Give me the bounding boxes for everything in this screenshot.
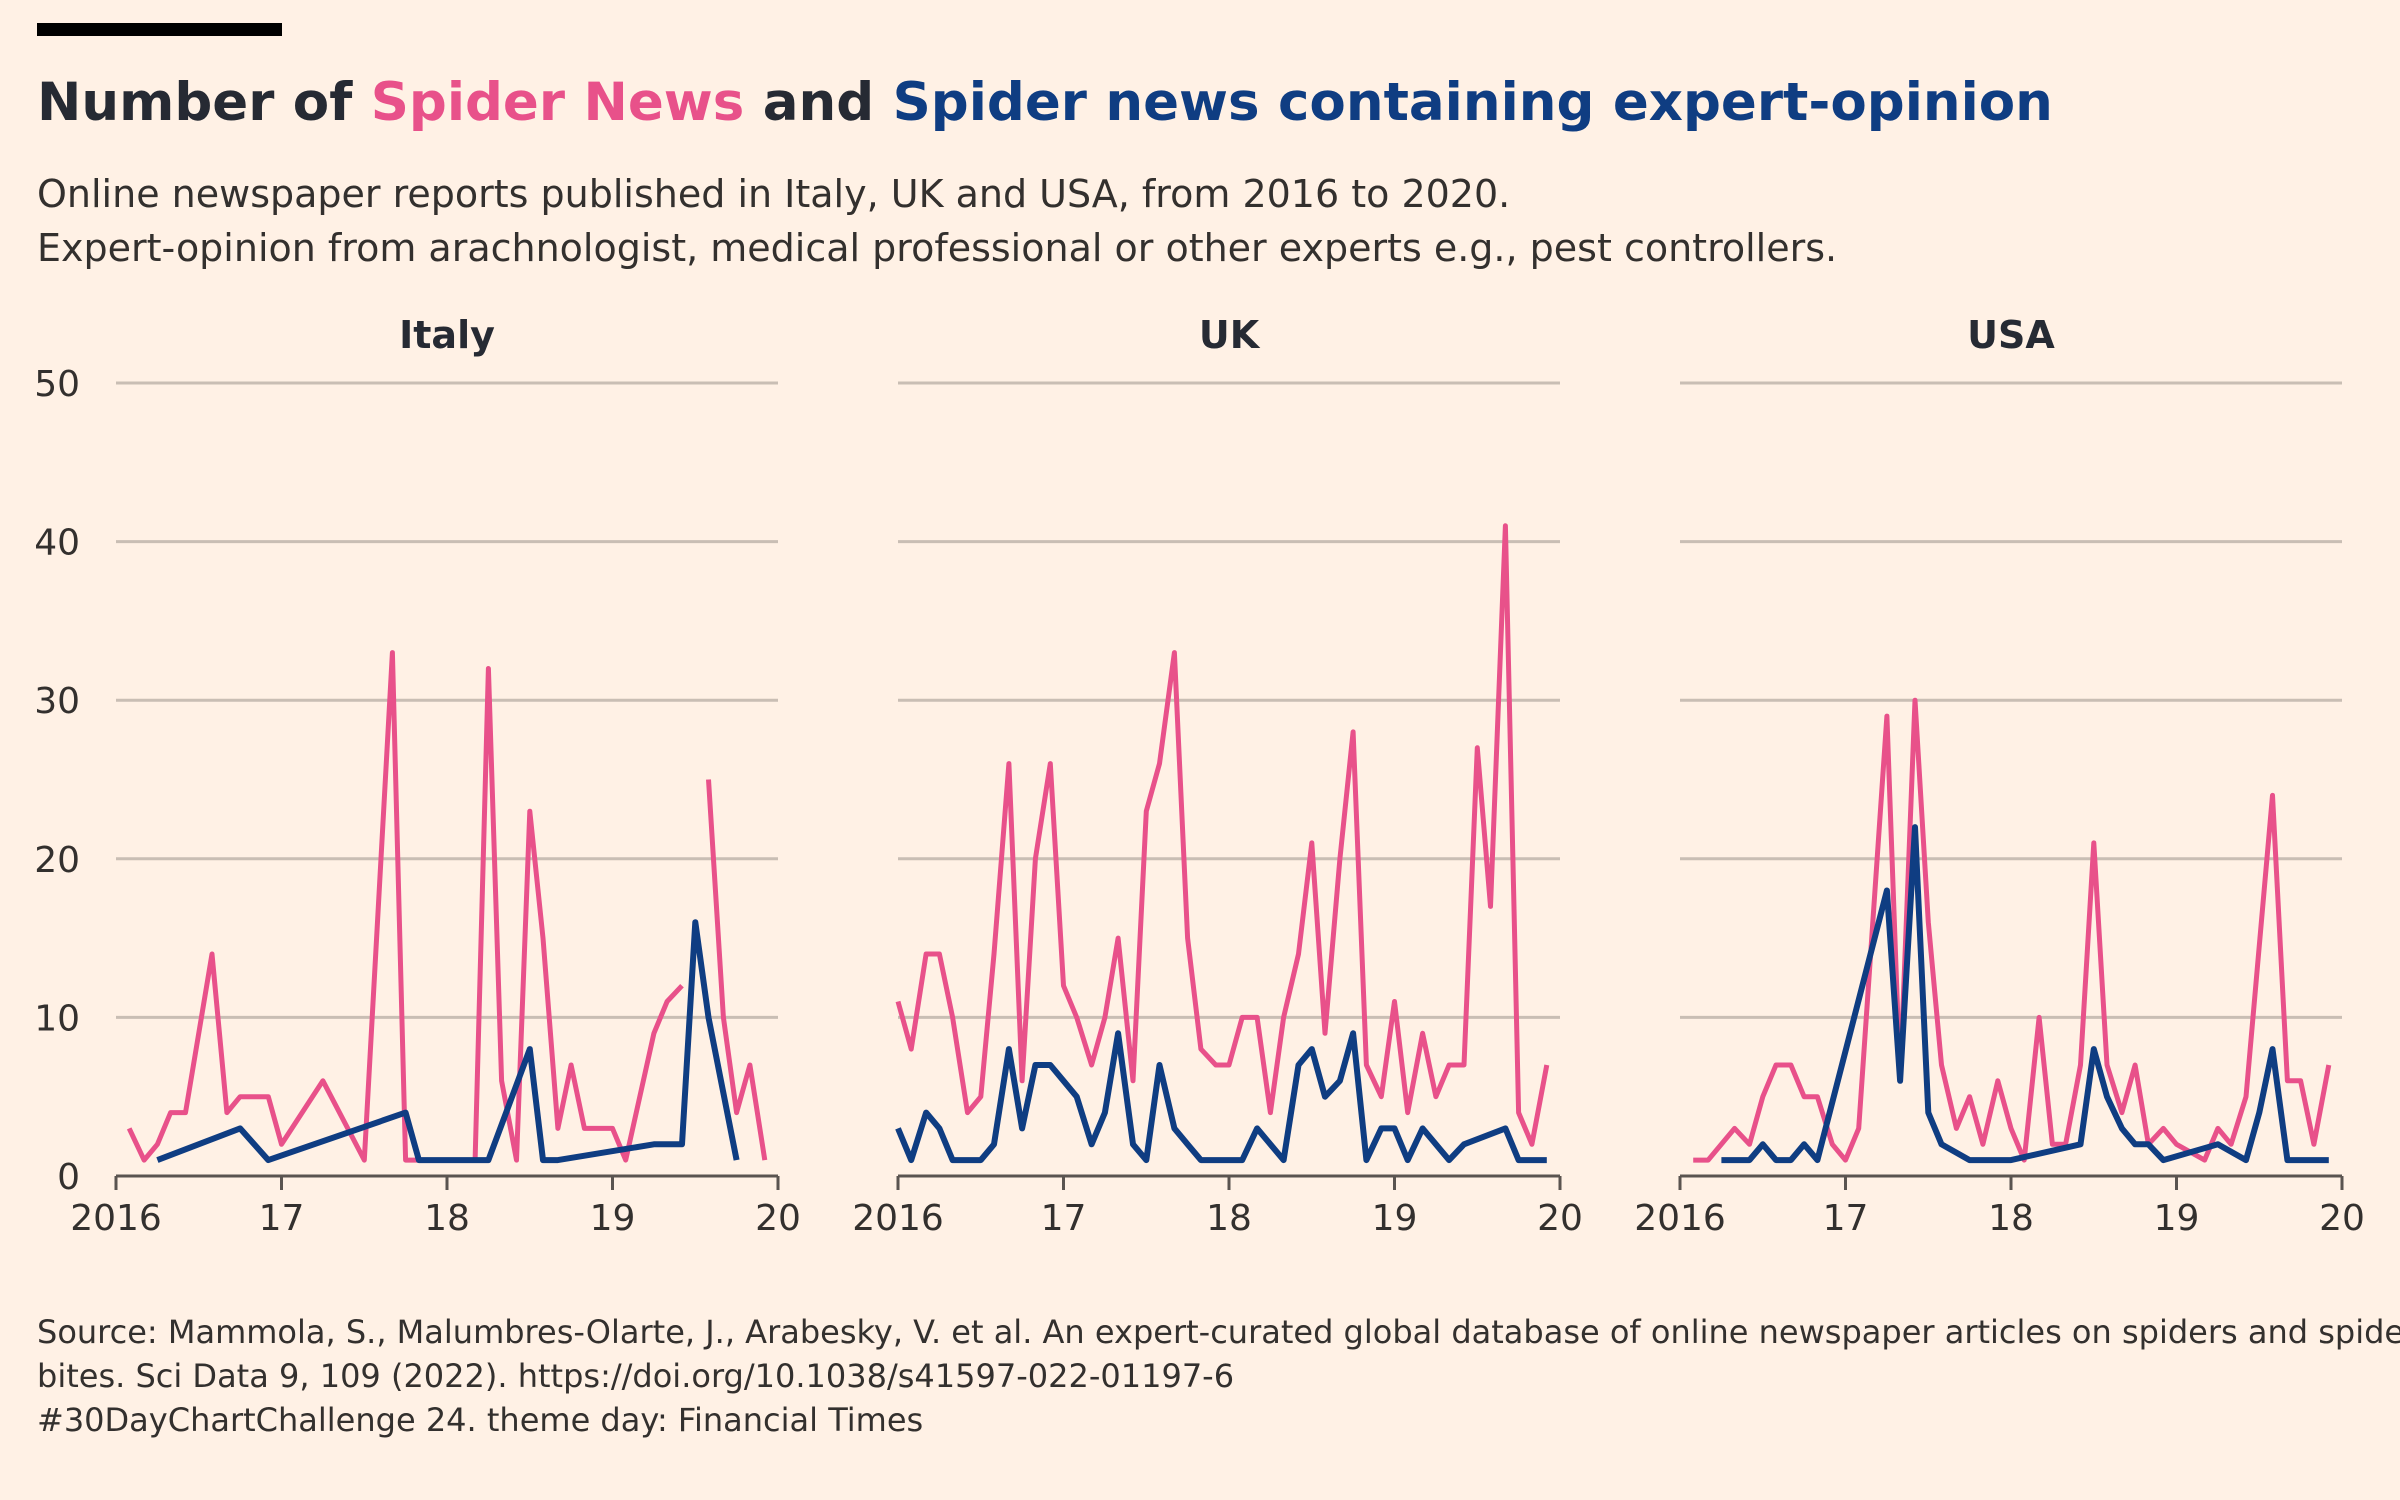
source-line-1: Source: Mammola, S., Malumbres-Olarte, J… (37, 1313, 2400, 1351)
panel-title-uk: UK (1199, 313, 1261, 357)
y-tick-label-40: 40 (34, 523, 80, 564)
title-part-1: Number of (37, 72, 371, 133)
subtitle-line-2: Expert-opinion from arachnologist, medic… (37, 226, 1838, 270)
line-italy-expert-opinion-0 (156, 919, 740, 1164)
title-part-3: and (744, 72, 893, 133)
subtitle-line-1: Online newspaper reports published in It… (37, 172, 1511, 216)
title-expert-opinion: Spider news containing expert-opinion (892, 72, 2053, 133)
y-tick-label-0: 0 (57, 1157, 80, 1198)
line-italy-spider-news-0 (126, 650, 684, 1163)
y-tick-label-30: 30 (34, 681, 80, 722)
x-tick-label-uk-2017: 17 (1041, 1198, 1087, 1239)
x-tick-label-uk-2020: 20 (1537, 1198, 1583, 1239)
title-spider-news: Spider News (370, 72, 745, 133)
y-tick-label-10: 10 (34, 998, 80, 1039)
line-usa-spider-news-0 (1693, 697, 2332, 1163)
chart-title: Number of Spider News and Spider news co… (37, 72, 2053, 133)
x-tick-label-usa-2019: 19 (2154, 1198, 2200, 1239)
line-uk-spider-news-0 (895, 523, 1550, 1147)
panel-title-usa: USA (1967, 313, 2055, 357)
x-tick-label-italy-2016: 2016 (70, 1198, 162, 1239)
source-line-2: bites. Sci Data 9, 109 (2022). https://d… (37, 1357, 1235, 1395)
x-tick-label-usa-2020: 20 (2319, 1198, 2365, 1239)
x-tick-label-usa-2016: 2016 (1634, 1198, 1726, 1239)
x-tick-label-uk-2016: 2016 (852, 1198, 944, 1239)
y-tick-label-20: 20 (34, 840, 80, 881)
x-tick-label-italy-2017: 17 (259, 1198, 305, 1239)
x-tick-label-italy-2019: 19 (590, 1198, 636, 1239)
panel-title-italy: Italy (399, 313, 495, 357)
x-tick-label-usa-2017: 17 (1823, 1198, 1869, 1239)
x-tick-label-italy-2018: 18 (424, 1198, 470, 1239)
x-tick-label-italy-2020: 20 (755, 1198, 801, 1239)
line-usa-expert-opinion-0 (1721, 824, 2329, 1164)
source-line-3: #30DayChartChallenge 24. theme day: Fina… (37, 1401, 924, 1439)
x-tick-label-uk-2019: 19 (1372, 1198, 1418, 1239)
line-uk-expert-opinion-0 (895, 1030, 1547, 1164)
line-italy-spider-news-1 (706, 779, 768, 1161)
title-accent-bar (37, 23, 282, 36)
x-tick-label-usa-2018: 18 (1988, 1198, 2034, 1239)
x-tick-label-uk-2018: 18 (1206, 1198, 1252, 1239)
y-tick-label-50: 50 (34, 364, 80, 405)
